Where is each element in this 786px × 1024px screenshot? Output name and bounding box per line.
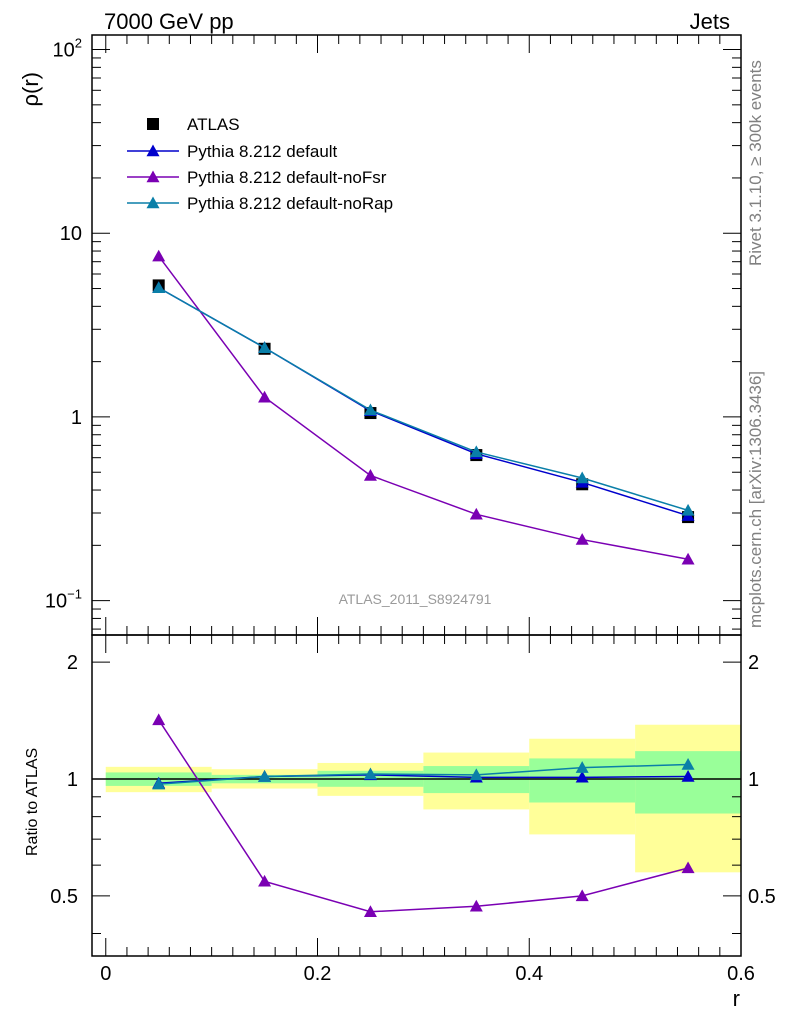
- main-y-axis-label: ρ(r): [18, 72, 43, 107]
- legend-label: ATLAS: [187, 115, 240, 134]
- ratio-y-tick-label-right: 0.5: [748, 886, 776, 908]
- header-right-label: Jets: [690, 9, 730, 34]
- ratio-series-point-3: [258, 770, 272, 782]
- main-y-tick-label: 1: [71, 407, 82, 429]
- main-series-point-2: [469, 507, 483, 520]
- legend-label: Pythia 8.212 default-noFsr: [187, 168, 387, 187]
- main-series-line-2: [158, 255, 689, 560]
- main-y-tick-label: 10−1: [45, 587, 82, 613]
- main-y-tick-label: 102: [53, 36, 82, 62]
- x-tick-label: 0.4: [515, 963, 543, 985]
- ratio-axes: 2 2 1 1 0.5 0.5 0 0.2 0.4 0.6: [50, 635, 776, 985]
- legend: ATLAS Pythia 8.212 default Pythia 8.212 de…: [127, 115, 393, 213]
- ratio-y-axis-label: Ratio to ATLAS: [24, 748, 41, 856]
- x-axis-label: r: [733, 986, 740, 1011]
- ratio-plot-area: [92, 713, 741, 917]
- x-tick-label: 0.2: [304, 963, 332, 985]
- ratio-series-point-1: [575, 770, 589, 783]
- legend-marker: [146, 196, 160, 209]
- main-series-line-3: [158, 287, 689, 512]
- ratio-series-line-3: [158, 763, 689, 785]
- main-plot-area: [152, 249, 695, 565]
- ratio-series-point-2: [469, 899, 483, 912]
- ratio-series-point-2: [575, 889, 589, 902]
- main-series-line-1: [158, 287, 689, 517]
- main-series-point-3: [258, 341, 272, 353]
- ratio-series-point-3: [469, 768, 483, 781]
- main-series-point-2: [363, 468, 377, 481]
- ratio-series-point-3: [152, 777, 166, 790]
- main-series-point-2: [575, 533, 589, 545]
- main-series-point-3: [152, 281, 166, 293]
- ratio-frame: [91, 634, 742, 957]
- ratio-series-point-1: [681, 770, 695, 782]
- ratio-y-tick-label: 0.5: [50, 886, 78, 908]
- mcplots-label: mcplots.cern.ch [arXiv:1306.3436]: [746, 371, 765, 628]
- ratio-series-point-3: [363, 767, 377, 780]
- legend-marker: [146, 170, 160, 183]
- ratio-series-point-2: [258, 874, 272, 887]
- ratio-y-tick-label: 2: [67, 652, 78, 674]
- ratio-series-point-2: [363, 905, 377, 917]
- header-left-label: 7000 GeV pp: [104, 9, 234, 34]
- legend-atlas-marker: [147, 118, 159, 130]
- main-series-point-2: [681, 552, 695, 565]
- main-series-point-3: [681, 503, 695, 516]
- ratio-series-point-3: [681, 758, 695, 770]
- main-y-tick-label: 10: [60, 223, 82, 245]
- ratio-y-tick-label-right: 1: [748, 769, 759, 791]
- ratio-series-point-3: [575, 761, 589, 773]
- legend-label: Pythia 8.212 default-noRap: [187, 194, 393, 213]
- ratio-panel: 2 2 1 1 0.5 0.5 0 0.2 0.4 0.6 Ratio to ATLAS r: [24, 634, 776, 1011]
- ratio-series-line-2: [158, 719, 689, 913]
- main-series-point-2: [152, 249, 166, 262]
- ratio-y-tick-label: 1: [67, 769, 78, 791]
- x-tick-label: 0: [100, 963, 111, 985]
- rivet-version-label: Rivet 3.1.10, ≥ 300k events: [746, 60, 765, 266]
- ratio-series-point-2: [681, 861, 695, 874]
- analysis-label: ATLAS_2011_S8924791: [339, 591, 492, 607]
- main-panel: 10 1 102 10−1 ATLAS_2011_S8924791 ρ(r) ATLA…: [18, 34, 742, 636]
- legend-label: Pythia 8.212 default: [187, 142, 338, 161]
- main-axes: 10 1 102 10−1: [45, 35, 742, 635]
- main-series-point-3: [469, 445, 483, 458]
- ratio-series-point-2: [152, 713, 166, 726]
- ratio-y-tick-label-right: 2: [748, 652, 759, 674]
- main-series-point-3: [575, 471, 589, 484]
- main-series-point-3: [363, 403, 377, 416]
- legend-marker: [146, 144, 160, 157]
- x-tick-label: 0.6: [727, 963, 755, 985]
- main-series-point-2: [258, 390, 272, 403]
